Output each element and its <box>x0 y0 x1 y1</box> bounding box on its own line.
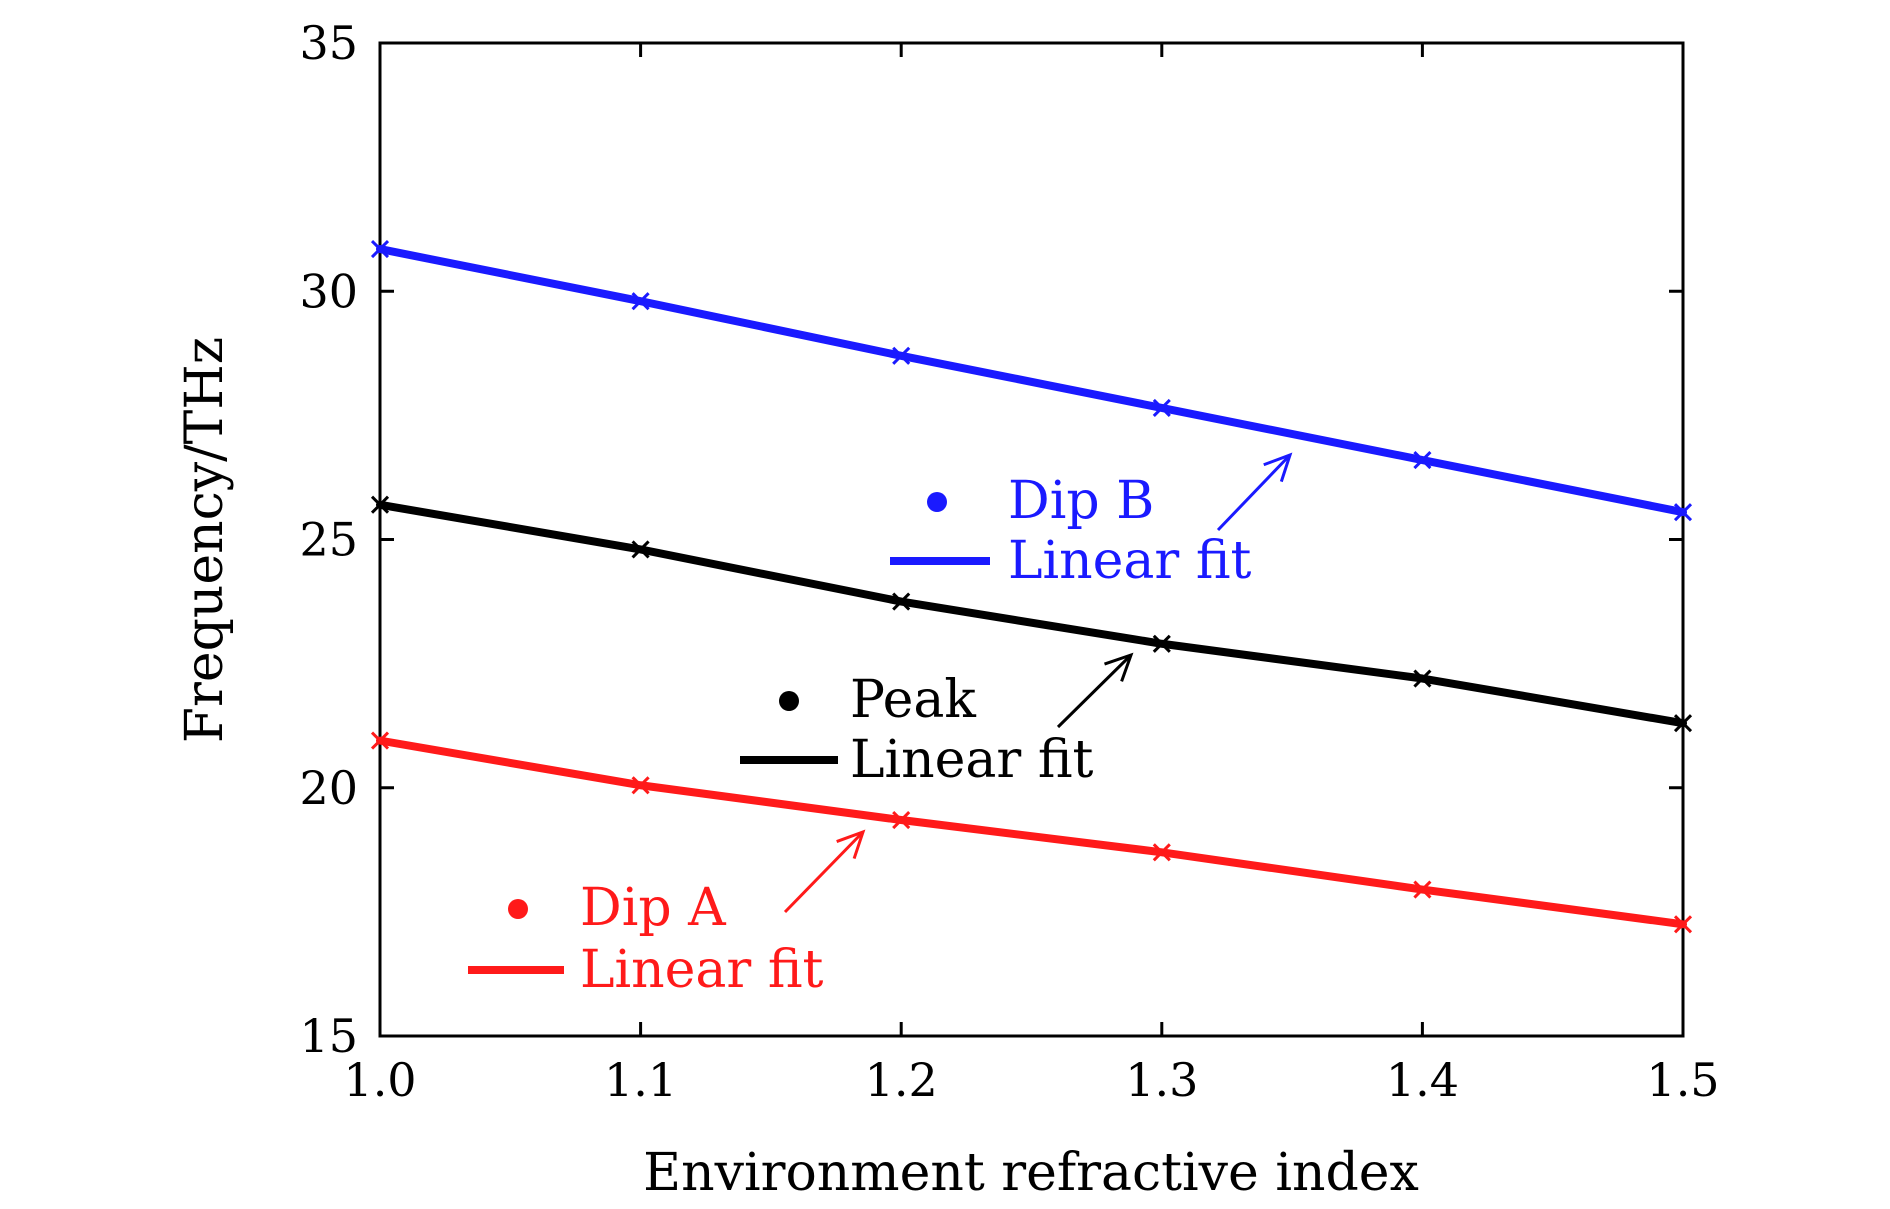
x-axis-label: Environment refractive index <box>643 1143 1419 1203</box>
data-point-mark <box>631 776 650 795</box>
arrow-dip-a <box>783 829 866 914</box>
data-point-peak <box>1152 634 1171 653</box>
data-point-dip-a <box>631 776 650 795</box>
data-point-dip-b <box>1673 503 1693 522</box>
data-point-dip-b <box>1152 398 1171 417</box>
arrow-dip-b <box>1216 452 1293 532</box>
data-point-dip-a <box>1413 880 1432 899</box>
data-point-mark <box>1152 634 1171 653</box>
annotation-arrows <box>783 452 1293 914</box>
data-point-mark <box>1152 843 1171 862</box>
x-tick-label: 1.4 <box>1386 1053 1459 1107</box>
data-point-peak <box>1413 669 1432 688</box>
series-line-dip-b <box>376 245 1687 517</box>
legend-dip-b-label: Dip B <box>1008 471 1154 531</box>
data-point-mark <box>370 731 390 750</box>
legend-peak-label: Peak <box>850 670 976 730</box>
data-point-mark <box>631 540 650 559</box>
x-tick-label: 1.5 <box>1646 1053 1719 1107</box>
data-point-mark <box>1152 398 1171 417</box>
legend-peak-marker <box>779 691 799 711</box>
x-tick-label: 1.1 <box>604 1053 677 1107</box>
data-point-peak <box>1673 714 1693 733</box>
data-point-mark <box>1413 880 1432 899</box>
series-line-peak <box>376 500 1687 728</box>
data-point-mark <box>1413 669 1432 688</box>
legend-dip-a-label: Dip A <box>580 878 727 938</box>
arrow-dip-a-head <box>836 829 866 860</box>
arrow-dip-b-shaft <box>1216 453 1292 532</box>
data-point-peak <box>631 540 650 559</box>
data-point-dip-b <box>1413 450 1432 470</box>
y-tick-label: 35 <box>299 16 358 70</box>
data-point-dip-a <box>370 731 390 750</box>
x-tick-label: 1.3 <box>1125 1053 1198 1107</box>
arrow-dip-b-head <box>1263 452 1293 483</box>
series-line-dip-a <box>376 736 1687 929</box>
legend-peak: Peak Linear fit <box>740 670 1093 790</box>
data-point-dip-a <box>892 810 911 830</box>
y-tick-label: 25 <box>299 513 358 567</box>
data-point-mark <box>1673 503 1693 522</box>
data-point-mark <box>1673 915 1693 934</box>
y-tick-label: 15 <box>299 1009 358 1063</box>
legend-dip-a: Dip A Linear fit <box>468 878 823 1000</box>
data-point-mark <box>892 346 911 365</box>
legend-peak-fit-label: Linear fit <box>850 730 1093 790</box>
data-point-mark <box>892 592 911 611</box>
arrow-peak-shaft <box>1056 653 1133 729</box>
legend-dip-a-fit-label: Linear fit <box>580 940 823 1000</box>
arrow-dip-a-shaft <box>783 830 865 914</box>
data-point-peak <box>370 495 390 514</box>
y-tick-label: 20 <box>299 761 358 815</box>
series-layer <box>370 239 1693 934</box>
x-tick-label: 1.2 <box>865 1053 938 1107</box>
data-point-dip-a <box>1673 915 1693 934</box>
legend-dip-b-marker <box>927 492 947 512</box>
data-point-dip-a <box>1152 843 1171 862</box>
data-point-mark <box>370 495 390 514</box>
y-tick-label: 30 <box>299 264 358 318</box>
data-point-mark <box>1413 450 1432 470</box>
legend-dip-a-marker <box>508 899 528 919</box>
data-point-dip-b <box>631 292 650 311</box>
data-point-mark <box>370 239 390 259</box>
data-point-dip-b <box>370 239 390 259</box>
data-point-peak <box>892 592 911 611</box>
data-point-mark <box>1673 714 1693 733</box>
arrow-peak <box>1056 652 1134 729</box>
arrow-peak-head <box>1104 652 1134 682</box>
axis-ticks: 1.0 1.1 1.2 1.3 1.4 1.5 15 20 25 30 35 <box>299 16 1719 1107</box>
data-point-mark <box>892 810 911 830</box>
data-point-mark <box>631 292 650 311</box>
legend-dip-b-fit-label: Linear fit <box>1008 531 1251 591</box>
x-tick-label: 1.0 <box>343 1053 416 1107</box>
data-point-dip-b <box>892 346 911 365</box>
y-axis-label: Frequency/THz <box>175 337 235 743</box>
legend-dip-b: Dip B Linear fit <box>890 471 1251 591</box>
